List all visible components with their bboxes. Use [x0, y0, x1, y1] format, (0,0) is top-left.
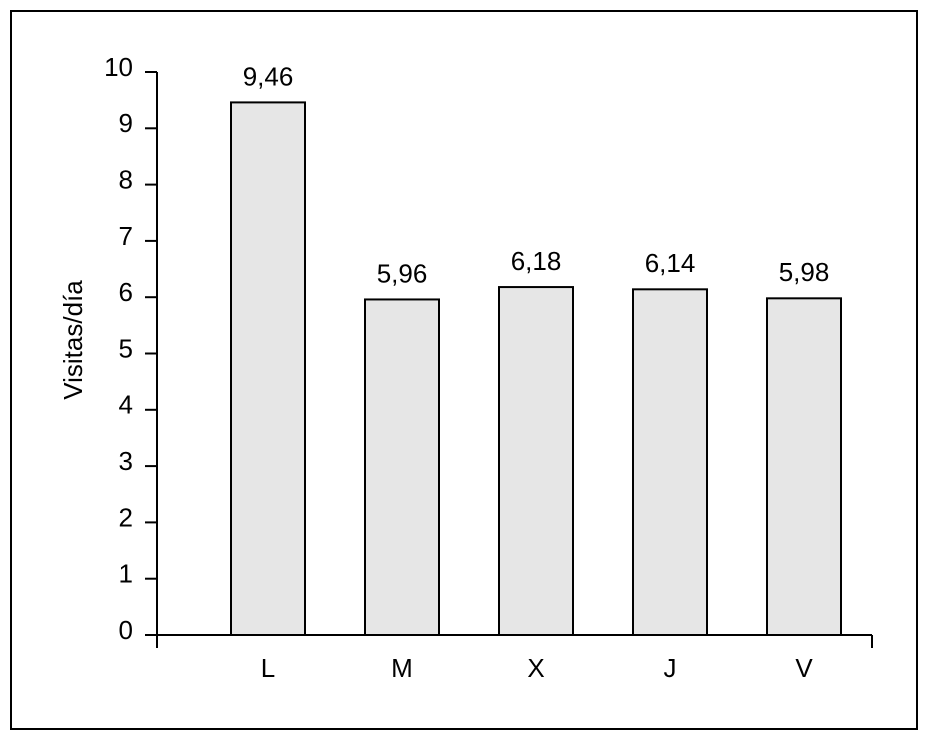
value-label: 6,14	[645, 248, 696, 278]
x-tick-label: V	[795, 653, 813, 683]
value-label: 9,46	[243, 61, 294, 91]
bar	[498, 286, 574, 636]
y-tick-label: 9	[119, 108, 133, 138]
y-tick-label: 6	[119, 277, 133, 307]
x-tick-label: L	[261, 653, 275, 683]
bar	[632, 288, 708, 636]
x-tick-label: M	[391, 653, 413, 683]
value-label: 6,18	[511, 246, 562, 276]
y-axis-label: Visitas/día	[58, 280, 88, 400]
y-tick-label: 2	[119, 502, 133, 532]
y-tick-label: 7	[119, 221, 133, 251]
y-tick-label: 1	[119, 559, 133, 589]
x-tick-label: X	[527, 653, 544, 683]
bar	[766, 297, 842, 636]
y-tick-label: 10	[104, 52, 133, 82]
value-label: 5,96	[377, 258, 428, 288]
value-label: 5,98	[779, 257, 830, 287]
bar	[230, 101, 306, 637]
y-tick-label: 3	[119, 446, 133, 476]
y-tick-label: 8	[119, 164, 133, 194]
x-tick-label: J	[664, 653, 677, 683]
bar	[364, 298, 440, 636]
y-tick-label: 0	[119, 615, 133, 645]
y-tick-label: 4	[119, 390, 133, 420]
y-tick-label: 5	[119, 333, 133, 363]
